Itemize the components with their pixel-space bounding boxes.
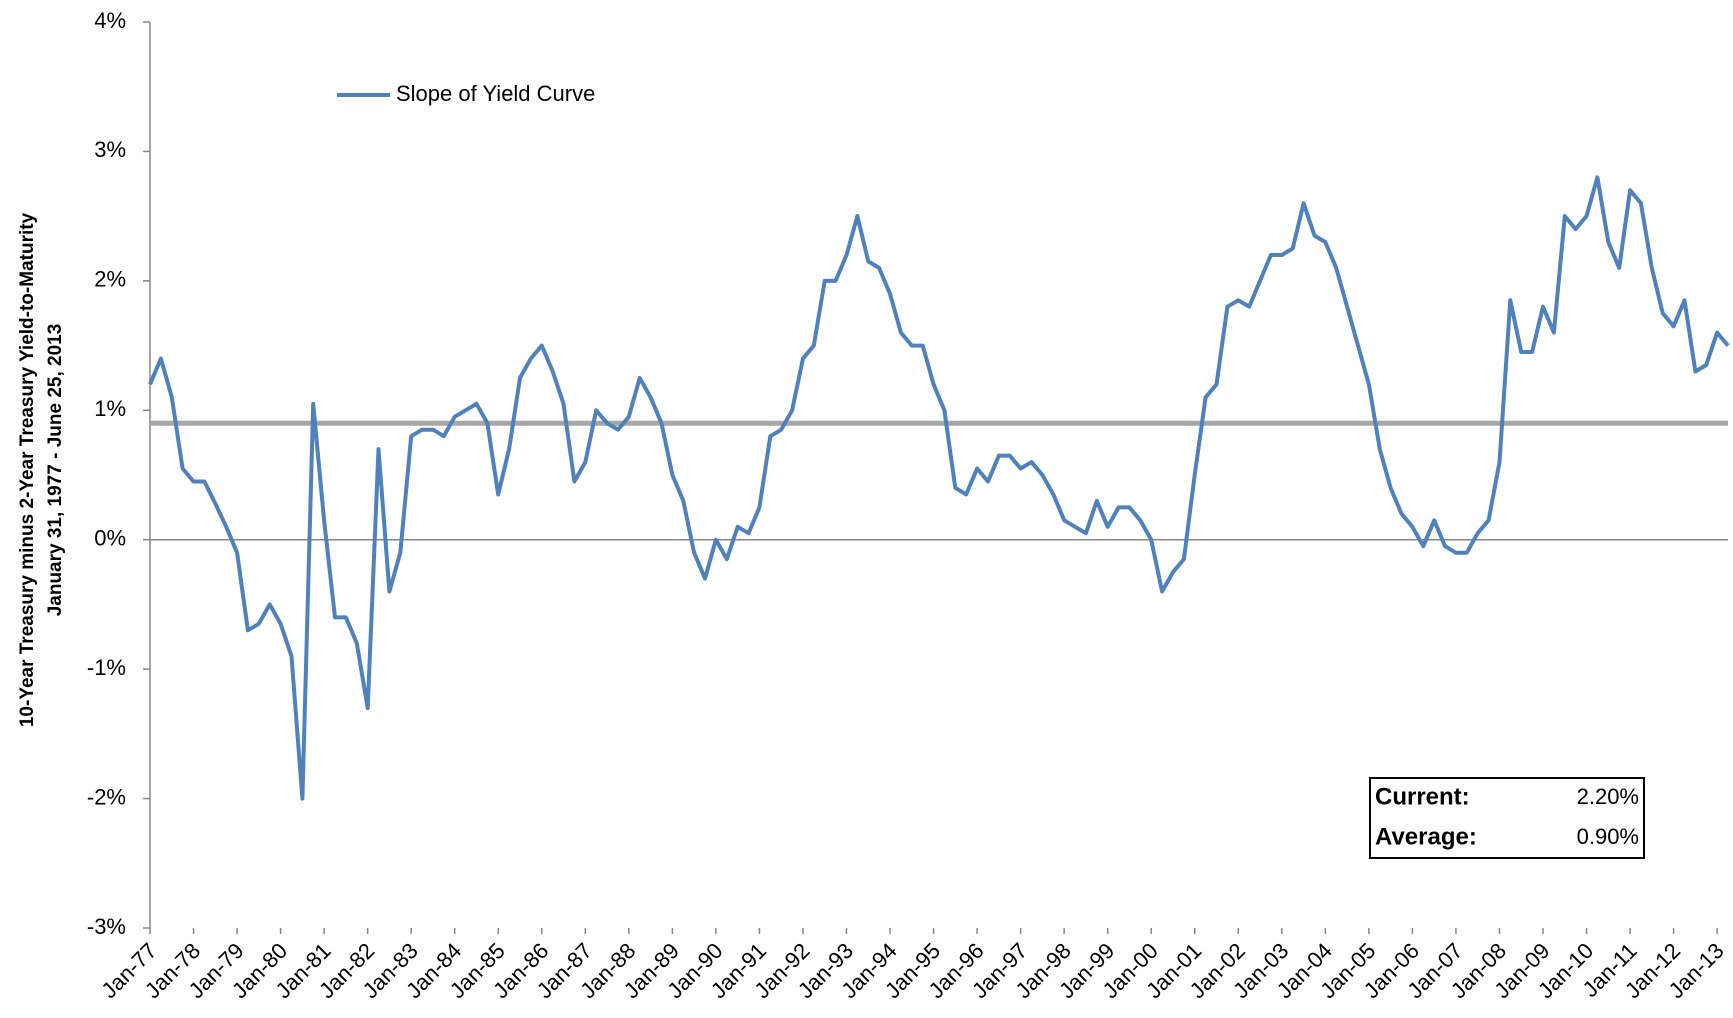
y-tick-label: -1% (87, 655, 126, 680)
data-line (148, 175, 1730, 801)
stats-label: Average: (1375, 823, 1477, 850)
y-tick-label: 3% (94, 137, 126, 162)
y-tick-label: 4% (94, 8, 126, 33)
y-tick-label: 1% (94, 396, 126, 421)
stats-label: Current: (1375, 783, 1470, 810)
y-tick-label: 2% (94, 267, 126, 292)
stats-value: 2.20% (1577, 784, 1639, 809)
stats-value: 0.90% (1577, 824, 1639, 849)
stats-box (1369, 777, 1645, 859)
y-axis-title-line: 10-Year Treasury minus 2-Year Treasury Y… (17, 212, 38, 727)
y-tick-label: -2% (87, 784, 126, 809)
y-axis-title: 10-Year Treasury minus 2-Year Treasury Y… (17, 212, 66, 727)
y-axis-title-line: January 31, 1977 - June 25, 2013 (45, 324, 66, 617)
y-tick-label: -3% (87, 914, 126, 939)
legend-label: Slope of Yield Curve (396, 81, 595, 106)
y-tick-label: 0% (94, 526, 126, 551)
